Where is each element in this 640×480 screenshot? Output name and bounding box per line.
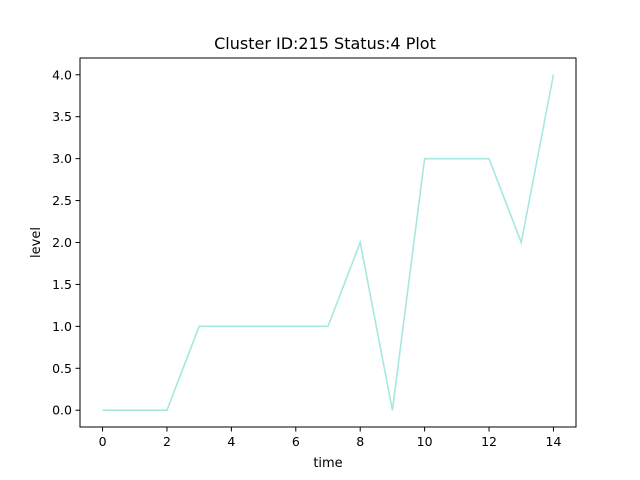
y-tick-label: 0.5: [52, 361, 72, 376]
series-line-0: [102, 74, 555, 412]
x-tick-label: 2: [163, 434, 171, 449]
plot-area: [79, 57, 577, 428]
x-tick-label: 14: [546, 434, 562, 449]
x-tick-label: 4: [227, 434, 235, 449]
y-tick-label: 4.0: [52, 67, 72, 82]
x-tick-label: 6: [292, 434, 300, 449]
x-tick-label: 12: [481, 434, 497, 449]
x-tick-label: 10: [417, 434, 433, 449]
x-axis: 0 2 4 6 8 10 12 14: [99, 427, 562, 449]
y-axis-label: level: [29, 227, 44, 258]
series-layer: [102, 74, 555, 412]
axes-frame: [79, 57, 577, 428]
y-tick-label: 1.5: [52, 277, 72, 292]
y-tick-label: 3.0: [52, 151, 72, 166]
x-tick-label: 0: [99, 434, 107, 449]
chart-title: Cluster ID:215 Status:4 Plot: [214, 34, 436, 53]
x-axis-label: time: [313, 456, 342, 471]
y-tick-label: 2.5: [52, 193, 72, 208]
y-axis: 0.0 0.5 1.0 1.5 2.0 2.5 3.0 3.5 4.0: [52, 67, 80, 418]
y-tick-label: 0.0: [52, 403, 72, 418]
y-tick-label: 2.0: [52, 235, 72, 250]
y-tick-label: 1.0: [52, 319, 72, 334]
y-tick-label: 3.5: [52, 109, 72, 124]
x-tick-label: 8: [356, 434, 364, 449]
